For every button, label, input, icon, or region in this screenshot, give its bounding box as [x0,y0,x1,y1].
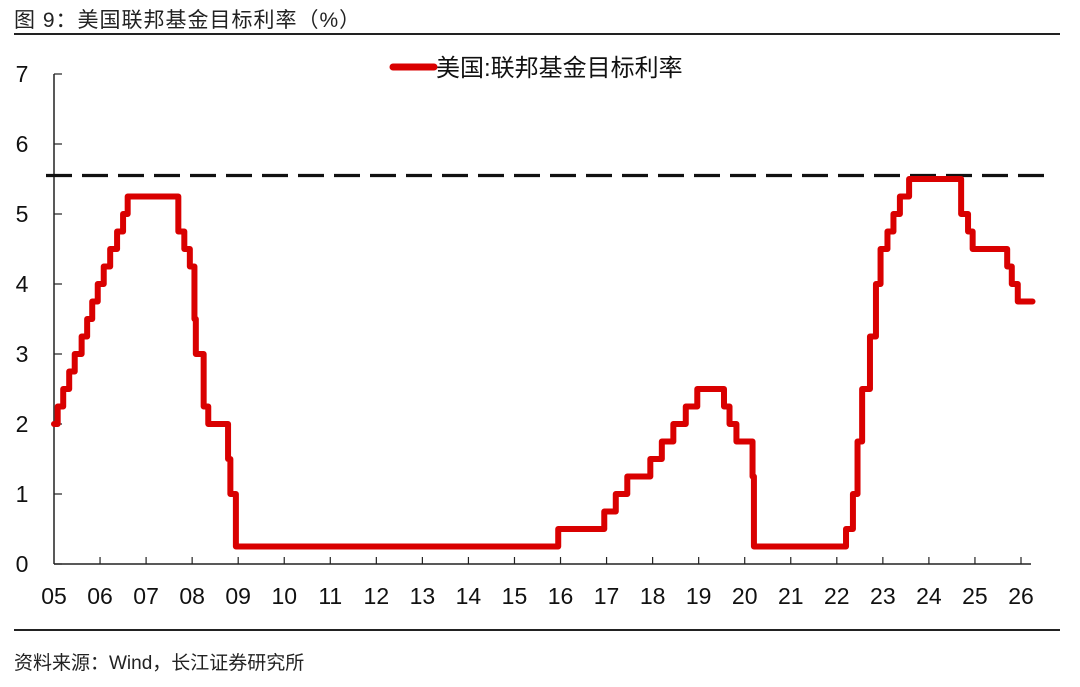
x-tick-label: 07 [133,583,159,609]
y-tick-label: 7 [16,61,29,87]
x-tick-label: 08 [179,583,205,609]
legend: 美国:联邦基金目标利率 [389,55,683,82]
x-tick-label: 17 [594,583,620,609]
x-tick-label: 20 [732,583,758,609]
x-tick-label: 26 [1008,583,1034,609]
x-tick-label: 19 [686,583,712,609]
series-line [51,176,1036,550]
x-tick-label: 25 [962,583,988,609]
x-tick-label: 16 [548,583,574,609]
figure-title: 图 9：美国联邦基金目标利率（%） [14,9,362,32]
x-tick-label: 12 [364,583,390,609]
x-tick-label: 21 [778,583,804,609]
y-tick-label: 6 [16,131,29,157]
x-tick-label: 11 [318,583,342,609]
x-tick-label: 10 [271,583,297,609]
x-tick-label: 15 [502,583,528,609]
x-tick-label: 06 [87,583,113,609]
legend-label: 美国:联邦基金目标利率 [436,55,683,82]
y-tick-label: 4 [16,271,29,297]
y-tick-label: 2 [16,411,29,437]
x-tick-label: 05 [41,583,67,609]
x-tick-label: 14 [456,583,482,609]
x-tick-label: 22 [824,583,850,609]
y-tick-label: 0 [16,551,29,577]
x-tick-label: 23 [870,583,896,609]
y-tick-label: 3 [16,341,29,367]
x-tick-label: 09 [225,583,251,609]
x-tick-label: 18 [640,583,666,609]
top-divider [14,33,1060,35]
series-federal-funds-rate [51,176,1036,550]
y-tick-label: 5 [16,201,29,227]
y-tick-label: 1 [16,481,29,507]
x-tick-label: 24 [916,583,942,609]
source-note: 资料来源：Wind，长江证券研究所 [14,653,305,674]
bottom-divider [14,629,1060,631]
x-tick-label: 13 [410,583,436,609]
